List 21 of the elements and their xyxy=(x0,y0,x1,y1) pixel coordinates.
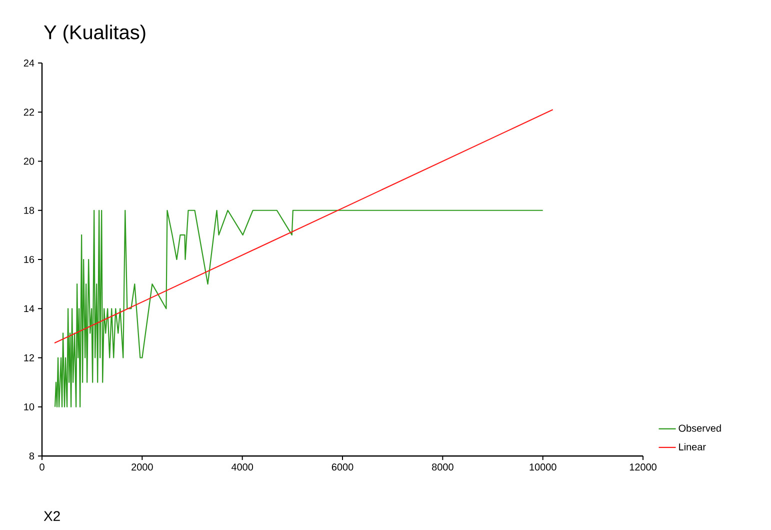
line-series xyxy=(54,210,544,408)
x-tick-label: 6000 xyxy=(332,464,354,471)
x-tick-label: 12000 xyxy=(630,464,656,471)
chart-title: Y (Kualitas) xyxy=(44,24,146,44)
legend-label: Linear xyxy=(679,443,706,450)
y-tick-label: 16 xyxy=(24,256,34,264)
y-tick-label: 12 xyxy=(24,354,34,362)
y-tick-label: 22 xyxy=(24,108,34,116)
y-tick-label: 20 xyxy=(24,158,34,165)
x-tick-label: 2000 xyxy=(132,464,153,471)
x-tick-label: 8000 xyxy=(432,464,454,471)
legend-label: Observed xyxy=(678,424,721,432)
x-tick-label: 0 xyxy=(40,464,44,471)
x-tick-label: 10000 xyxy=(530,464,556,471)
x-axis-title: X2 xyxy=(44,511,60,521)
x-tick-label: 4000 xyxy=(231,464,254,471)
y-tick-label: 10 xyxy=(24,403,34,410)
y-tick-label: 14 xyxy=(24,305,34,312)
y-tick-label: 18 xyxy=(24,206,34,214)
y-tick-label: 8 xyxy=(29,452,34,460)
y-tick-label: 24 xyxy=(24,60,34,66)
